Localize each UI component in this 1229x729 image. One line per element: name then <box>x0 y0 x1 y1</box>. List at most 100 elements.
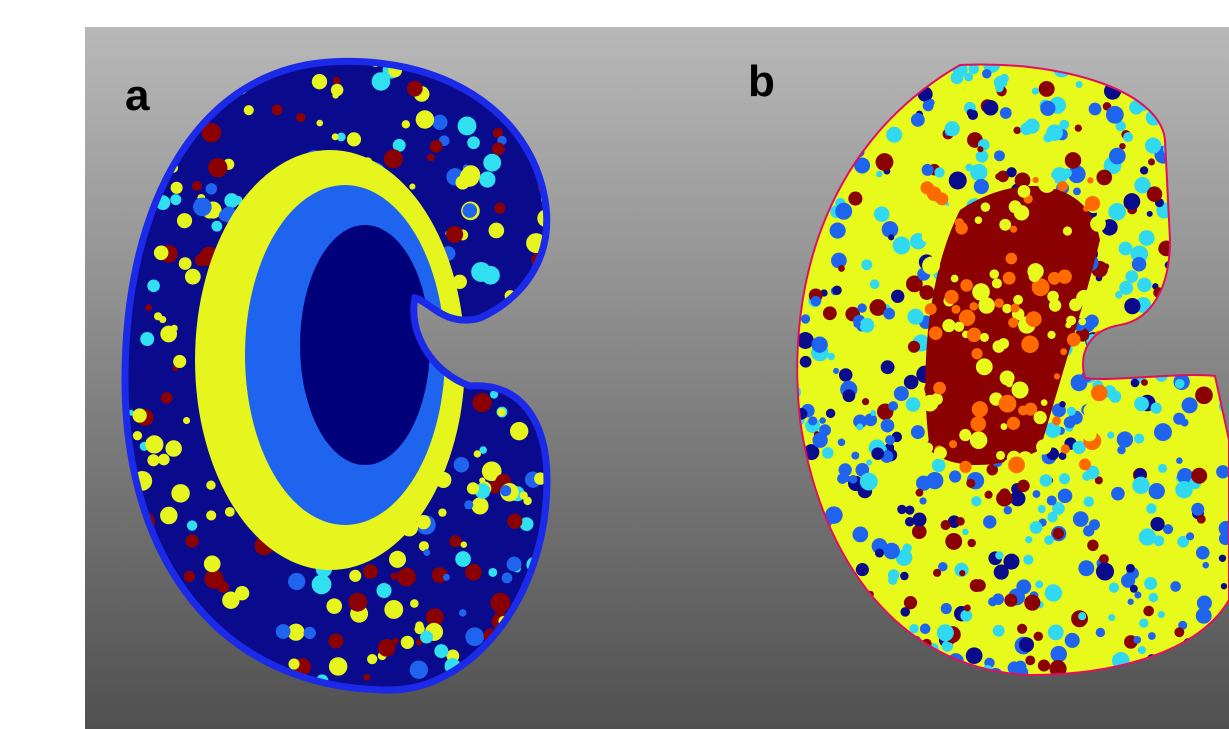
speckle <box>388 550 407 568</box>
speckle <box>831 252 847 269</box>
speckle <box>1005 252 1018 265</box>
speckle <box>132 408 147 423</box>
speckle <box>153 245 169 261</box>
speckle <box>853 320 861 328</box>
speckle <box>888 575 898 585</box>
speckle <box>1047 511 1058 523</box>
speckle <box>959 428 972 442</box>
speckle <box>995 551 1004 560</box>
speckle <box>874 548 884 558</box>
speckle <box>852 526 869 543</box>
speckle <box>819 424 831 437</box>
speckle <box>1107 431 1115 439</box>
speckle <box>501 572 513 584</box>
speckle <box>481 461 502 482</box>
speckle <box>490 592 511 613</box>
speckle <box>203 555 221 573</box>
speckle <box>825 506 843 524</box>
speckle <box>1047 624 1064 641</box>
speckle <box>978 297 995 314</box>
speckle <box>1150 402 1162 414</box>
speckle <box>1082 426 1097 442</box>
speckle <box>1117 445 1126 455</box>
speckle <box>1108 390 1122 403</box>
speckle <box>446 225 464 243</box>
speckle <box>1062 226 1073 236</box>
speckle <box>367 654 378 665</box>
speckle <box>1108 202 1126 221</box>
speckle <box>488 222 505 239</box>
speckle <box>416 639 423 646</box>
speckle <box>1175 481 1193 499</box>
speckles-core <box>920 175 1108 474</box>
speckle <box>931 458 946 473</box>
speckle <box>1031 87 1039 95</box>
speckle <box>1191 467 1208 484</box>
speckle <box>296 112 306 123</box>
speckle <box>859 472 878 491</box>
speckle <box>982 99 999 116</box>
speckle <box>1072 440 1086 455</box>
speckle <box>434 644 449 659</box>
speckle <box>1146 210 1153 217</box>
speckle <box>893 386 909 402</box>
speckle <box>967 538 976 548</box>
speckle <box>991 278 1002 289</box>
speckle <box>822 306 837 321</box>
speckle <box>1138 528 1156 546</box>
speckle <box>880 360 895 375</box>
speckle <box>1202 561 1210 569</box>
speckle <box>1060 348 1068 356</box>
speckle <box>1181 397 1198 414</box>
speckle <box>880 418 895 433</box>
speckle <box>1083 496 1095 507</box>
speckle <box>1057 269 1072 284</box>
speckle <box>1004 593 1018 607</box>
outline-a <box>121 57 551 694</box>
speckle <box>311 74 328 90</box>
speckle <box>275 624 291 639</box>
speckle <box>942 319 956 333</box>
speckle <box>876 170 883 178</box>
speckle <box>1032 176 1039 184</box>
speckle <box>883 542 900 560</box>
speckle <box>848 191 863 206</box>
speckle <box>1118 241 1133 256</box>
speckle <box>1037 659 1050 672</box>
speckle <box>1002 271 1016 285</box>
speckle <box>1148 592 1159 603</box>
speckle <box>971 401 988 418</box>
speckle <box>222 591 240 609</box>
speckle <box>922 256 940 275</box>
speckle <box>999 370 1015 386</box>
speckle <box>492 127 504 139</box>
speckle <box>271 104 283 116</box>
speckle <box>420 630 434 644</box>
speckle <box>491 142 505 156</box>
speckle <box>921 394 939 412</box>
speckle <box>1016 623 1028 634</box>
speckle <box>835 202 853 220</box>
speckle <box>519 491 528 500</box>
speckle <box>410 599 419 608</box>
speckle <box>1048 299 1062 312</box>
speckle <box>1124 297 1141 315</box>
speckle <box>934 167 945 178</box>
speckle <box>1196 595 1212 611</box>
speckle <box>1120 573 1136 588</box>
speckle <box>938 561 948 572</box>
speckle <box>1035 580 1044 589</box>
speckle <box>992 340 1006 353</box>
speckle <box>949 470 962 483</box>
speckle <box>1024 594 1041 611</box>
speckle <box>1134 177 1151 194</box>
speckle <box>471 497 489 515</box>
speckle <box>888 234 895 241</box>
speckle <box>829 222 846 239</box>
speckle <box>971 496 982 507</box>
speckle <box>465 627 485 647</box>
speckle <box>205 183 218 195</box>
speckle <box>861 398 870 406</box>
speckle <box>977 146 984 153</box>
